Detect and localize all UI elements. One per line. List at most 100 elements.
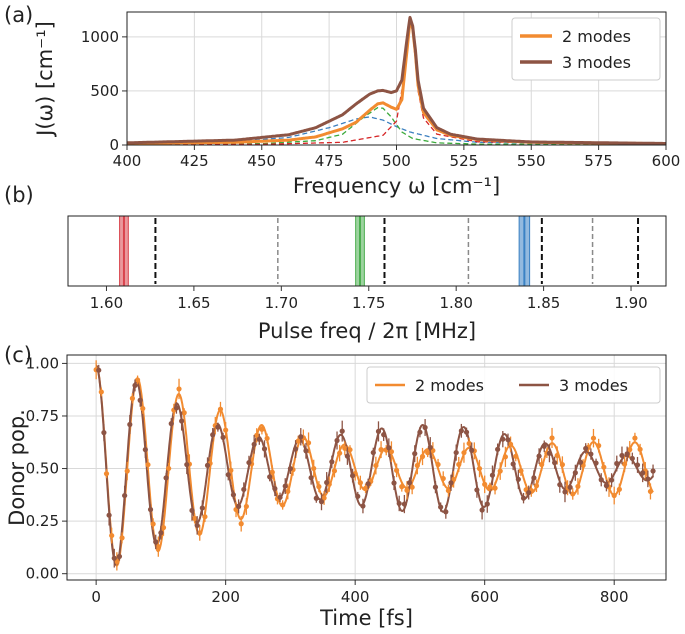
data-point [223,427,229,433]
x-tick-label: 575 [584,152,613,170]
y-tick-label: 0.50 [26,460,59,478]
data-point [119,535,125,541]
data-point [313,495,319,501]
data-point [355,493,361,499]
data-point [106,512,112,518]
data-point [122,492,128,499]
data-point [624,451,630,457]
data-point [292,446,299,452]
data-point [603,483,610,489]
x-tick-label: 500 [382,152,411,170]
data-point [404,487,410,493]
data-point [435,461,441,468]
data-point [484,501,490,507]
data-point [546,450,553,456]
data-point [142,447,148,453]
data-point [241,486,247,493]
data-point [647,488,654,495]
data-point [448,480,454,486]
data-point [243,503,249,510]
y-tick-label: 0.25 [26,512,59,530]
legend-label: 2 modes [415,376,484,395]
data-point [510,461,516,467]
data-point [329,459,335,465]
data-point [137,397,143,403]
data-point [155,544,161,550]
y-tick-label: 500 [90,82,119,100]
data-point [500,436,506,442]
data-point [536,453,542,459]
data-point [518,468,524,474]
data-point [557,482,563,488]
data-point [526,489,532,496]
data-point [539,461,545,468]
data-point [109,532,115,539]
data-point [132,382,138,389]
data-point [388,449,395,455]
data-point [254,432,260,438]
data-point [515,476,521,482]
x-tick-label: 1.90 [614,294,647,312]
x-tick-label: 475 [315,152,344,170]
data-point [259,426,265,432]
y-axis-label: Donor pop. [5,409,29,526]
data-point [98,389,104,395]
data-point [438,504,444,510]
data-point [645,476,651,482]
data-point [331,468,338,474]
data-point [425,450,431,456]
data-point [616,486,622,492]
legend: 2 modes 3 modes [511,17,661,81]
data-point [150,521,156,527]
data-point [298,434,304,440]
data-point [476,465,483,472]
data-point [347,447,353,453]
x-tick-label: 600 [470,588,499,606]
data-point [140,405,146,412]
data-point [116,553,123,560]
data-point [479,507,485,513]
data-point [199,505,205,511]
data-point [375,428,382,434]
data-point [482,481,488,487]
data-point [513,453,519,459]
data-point [316,484,322,490]
data-point [225,472,231,478]
data-point [567,484,573,490]
data-point [394,467,400,473]
data-point [640,470,646,476]
data-point [230,492,237,498]
x-tick-label: 425 [180,152,209,170]
data-point [577,459,584,465]
panel-c: 0 200 400 600 800 0.00 0.25 0.50 0.75 1.00 2 modes… [5,354,667,630]
data-point [96,367,102,373]
data-point [590,435,597,441]
data-point [287,465,294,472]
data-point [308,475,314,481]
data-point [619,452,625,459]
data-point [246,459,252,466]
data-point [412,451,418,457]
data-point [204,462,211,468]
data-point [570,491,576,497]
data-point [629,455,635,462]
x-tick-label: 1.70 [265,294,298,312]
data-point [419,453,426,460]
series-points-3-modes [96,364,656,568]
legend-label: 3 modes [562,53,631,72]
x-axis-label: Pulse freq / 2π [MHz] [258,319,476,343]
data-point [469,447,475,453]
data-point [267,474,273,480]
data-point [103,471,110,477]
data-point [432,484,439,490]
data-point [554,452,560,459]
data-point [378,447,384,453]
data-point [611,492,617,499]
y-axis-label: J(ω) [cm⁻¹] [33,21,57,138]
data-point [339,428,345,434]
panel-label-c: (c) [4,343,32,367]
data-point [163,475,169,481]
data-point [593,460,599,466]
legend-label: 3 modes [559,376,628,395]
